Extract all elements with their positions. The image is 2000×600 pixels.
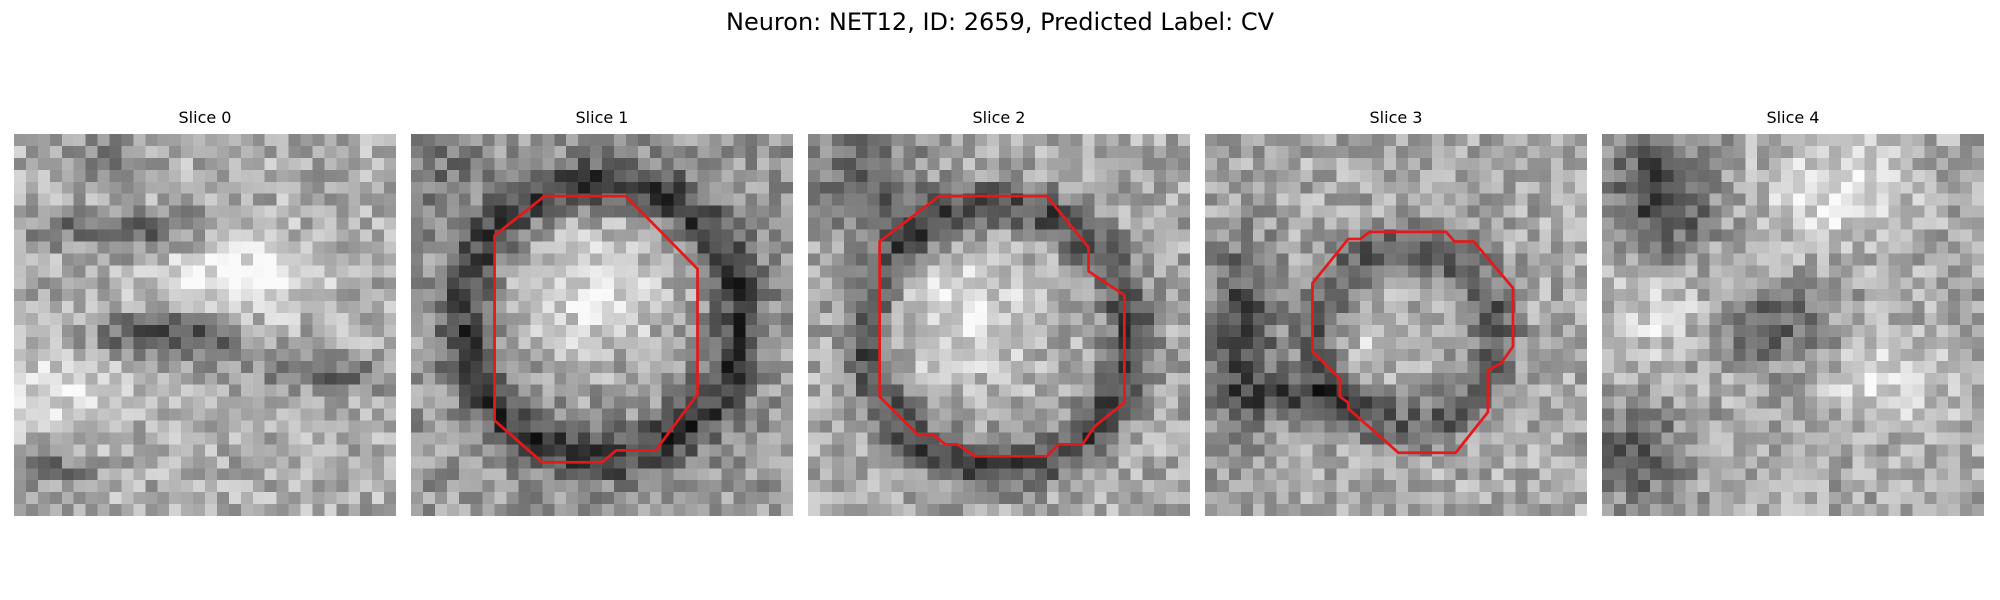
panel-title: Slice 1 — [409, 108, 795, 128]
slice-image — [1602, 134, 1984, 516]
slice-image — [14, 134, 396, 516]
panel-slice-2: Slice 2 — [806, 108, 1192, 516]
slice-image — [1205, 134, 1587, 516]
panel-title: Slice 4 — [1600, 108, 1986, 128]
slice-image — [411, 134, 793, 516]
slice-image — [808, 134, 1190, 516]
panel-title: Slice 2 — [806, 108, 1192, 128]
panel-title: Slice 0 — [12, 108, 398, 128]
figure-title: Neuron: NET12, ID: 2659, Predicted Label… — [0, 6, 2000, 38]
panel-slice-1: Slice 1 — [409, 108, 795, 516]
panel-slice-0: Slice 0 — [12, 108, 398, 516]
panel-title: Slice 3 — [1203, 108, 1589, 128]
panel-slice-4: Slice 4 — [1600, 108, 1986, 516]
panel-slice-3: Slice 3 — [1203, 108, 1589, 516]
